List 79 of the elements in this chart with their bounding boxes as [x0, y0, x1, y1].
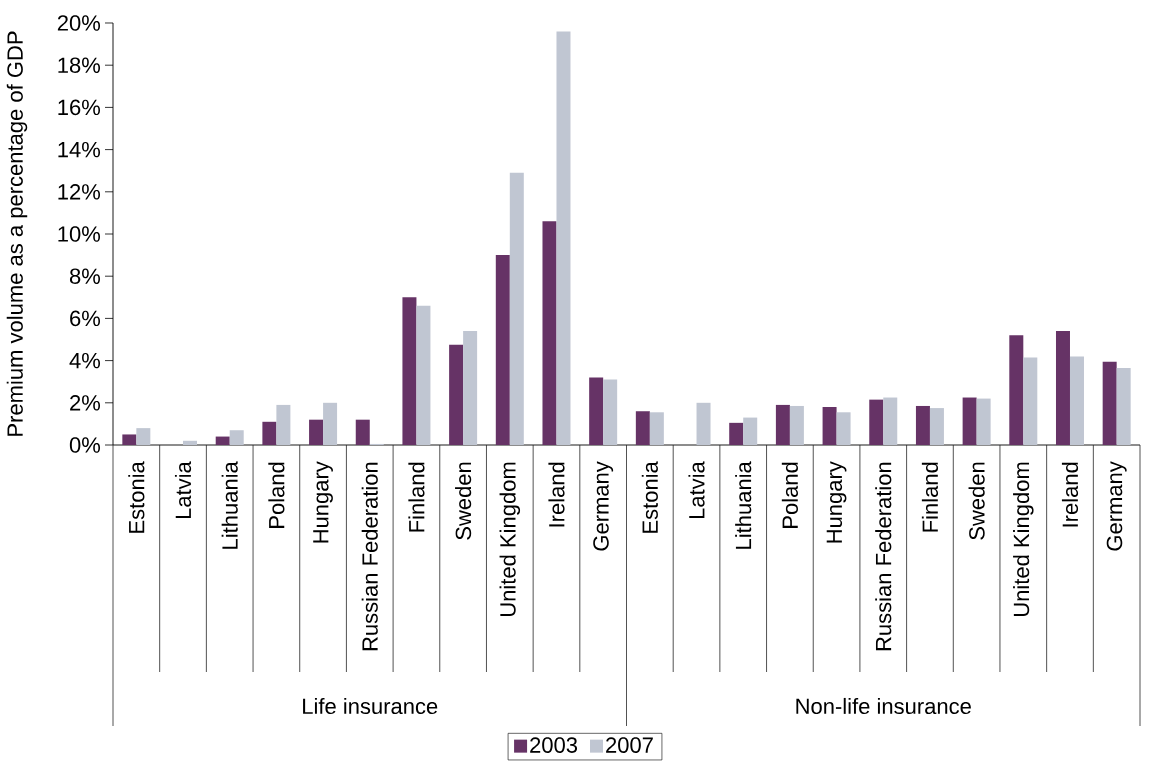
- bar: [449, 344, 464, 445]
- bar: [589, 377, 604, 445]
- y-tick-label: 10%: [58, 226, 101, 242]
- x-tick-label: Germany: [593, 461, 614, 551]
- bar: [542, 221, 557, 445]
- y-tick-label: 8%: [69, 268, 101, 284]
- x-tick-label: Hungary: [313, 461, 333, 543]
- bar: [635, 411, 650, 445]
- bar: [976, 398, 991, 445]
- legend-label: 2007: [606, 737, 653, 753]
- x-tick-label: Estonia: [641, 461, 658, 533]
- bar: [262, 421, 277, 445]
- x-tick-label: United Kingdom: [1013, 462, 1034, 617]
- x-tick-label: Ireland: [548, 462, 565, 527]
- bar: [1023, 357, 1038, 445]
- y-tick-label: 0%: [69, 437, 101, 453]
- bar: [463, 331, 478, 445]
- bar: [229, 430, 244, 445]
- bar: [836, 412, 851, 445]
- text: Non-life insurance: [796, 697, 971, 715]
- bar: [1055, 331, 1070, 445]
- x-tick-label: Ireland: [1061, 462, 1079, 527]
- bar: [402, 297, 417, 445]
- text: Life insurance: [303, 697, 438, 715]
- bar: [822, 407, 837, 445]
- x-tick-label: Sweden: [968, 462, 985, 540]
- bar: [1102, 361, 1117, 445]
- bar: [509, 172, 524, 445]
- bar: [556, 31, 571, 445]
- y-tick-label: 20%: [57, 15, 101, 31]
- x-tick-label: Poland: [268, 462, 285, 528]
- bar: [495, 255, 510, 445]
- x-tick-label: Poland: [781, 462, 798, 528]
- bar: [915, 405, 930, 445]
- x-tick-label: Russian Federation: [875, 462, 892, 651]
- y-tick-label: 12%: [58, 184, 101, 200]
- y-tick-label: 18%: [58, 57, 101, 73]
- x-tick-label: Estonia: [128, 461, 145, 533]
- bar: [1116, 367, 1131, 445]
- x-tick-label: Russian Federation: [361, 462, 378, 651]
- bar: [603, 379, 618, 445]
- x-tick-label: Sweden: [455, 462, 472, 540]
- bar: [416, 305, 431, 445]
- y-tick-label: 6%: [70, 310, 101, 327]
- bar: [309, 419, 324, 445]
- x-tick-label: Lithuania: [735, 461, 752, 549]
- bar: [729, 422, 744, 445]
- bar: [183, 440, 198, 445]
- bar: [696, 402, 711, 445]
- bar: [929, 408, 944, 445]
- x-tick-label: Latvia: [174, 461, 192, 519]
- bar: [789, 405, 804, 445]
- bar: [136, 428, 151, 445]
- x-tick-label: Hungary: [826, 461, 847, 543]
- bar: [1069, 356, 1084, 445]
- bar: [869, 399, 884, 445]
- y-tick-label: 16%: [58, 99, 101, 116]
- x-tick-label: Finland: [408, 462, 425, 532]
- bar: [355, 419, 370, 445]
- bar: [962, 397, 977, 445]
- x-tick-label: Germany: [1106, 461, 1127, 551]
- x-tick-label: United Kingdom: [499, 462, 521, 617]
- y-tick-label: 14%: [58, 141, 101, 158]
- bar: [1009, 335, 1024, 445]
- bar: [276, 404, 291, 445]
- bar: [215, 436, 230, 445]
- bar: [883, 397, 898, 445]
- bar: [649, 412, 664, 445]
- bar: [323, 402, 338, 445]
- legend-label: 2003: [530, 737, 578, 753]
- y-axis-title: Premium volume as a percentage of GDP: [6, 31, 28, 436]
- bar: [775, 404, 790, 445]
- x-tick-label: Finland: [921, 462, 939, 532]
- bar: [743, 417, 758, 445]
- y-tick-label: 2%: [70, 395, 101, 411]
- x-tick-label: Latvia: [688, 461, 705, 519]
- x-tick-label: Lithuania: [221, 461, 238, 549]
- y-tick-label: 4%: [69, 352, 101, 369]
- bar: [122, 434, 137, 445]
